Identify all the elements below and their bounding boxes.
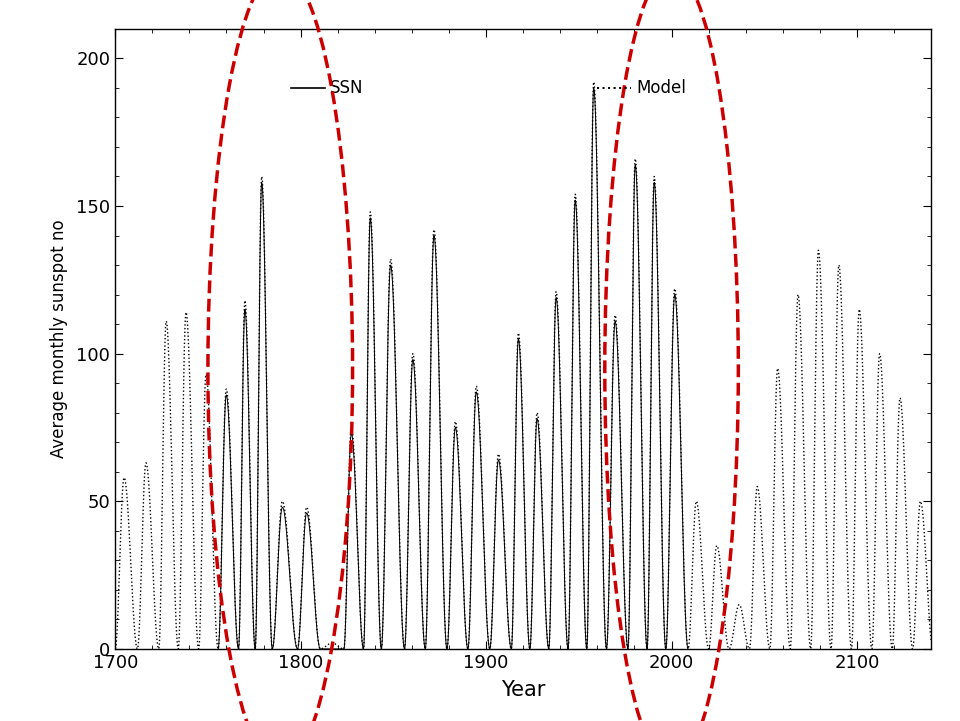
- Y-axis label: Average monthly sunspot no: Average monthly sunspot no: [50, 220, 68, 458]
- Text: SSN: SSN: [330, 79, 364, 97]
- X-axis label: Year: Year: [501, 680, 545, 700]
- Text: Model: Model: [636, 79, 686, 97]
